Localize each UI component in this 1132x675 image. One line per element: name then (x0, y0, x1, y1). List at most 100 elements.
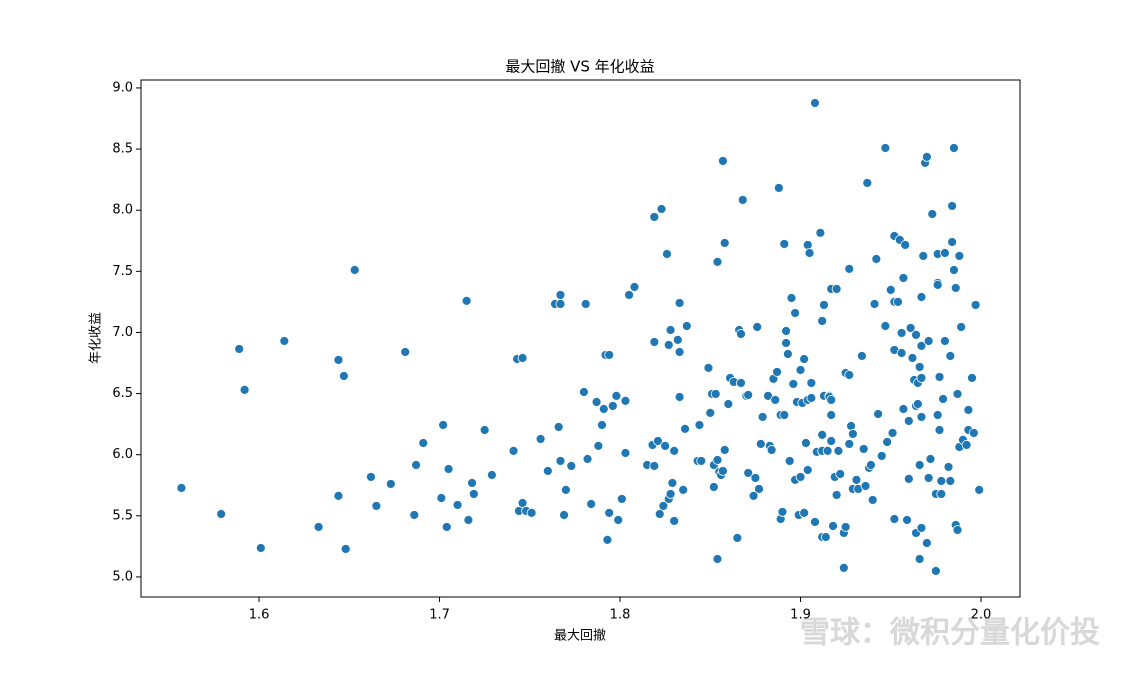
point (885, 285, 896, 295)
point (923, 473, 934, 483)
point (680, 424, 690, 434)
watermark: 雪球：微积分量化价投 (800, 616, 1100, 651)
point (438, 420, 449, 430)
point (799, 354, 810, 364)
point (835, 469, 846, 479)
point (579, 387, 589, 397)
point (779, 410, 790, 420)
point (743, 468, 754, 478)
point (916, 340, 927, 351)
point (916, 412, 927, 422)
point (560, 485, 571, 495)
point (923, 336, 934, 346)
point (912, 399, 923, 409)
point (799, 507, 810, 518)
point (678, 485, 689, 495)
point (663, 340, 674, 350)
point (786, 293, 797, 303)
point (333, 490, 344, 501)
point (366, 472, 376, 482)
point (846, 421, 856, 431)
point (718, 466, 728, 476)
point (947, 237, 958, 247)
point (656, 204, 667, 214)
point (921, 538, 932, 548)
point (597, 420, 607, 430)
point (795, 472, 806, 482)
point (806, 378, 817, 388)
point (949, 265, 959, 275)
y-tick-label: 5.5 (112, 508, 133, 523)
point (672, 335, 683, 345)
point (255, 543, 266, 553)
point (418, 438, 429, 448)
point (703, 363, 714, 373)
chart-title: 最大回撤 VS 年化收益 (505, 58, 654, 76)
point (773, 183, 784, 193)
point (669, 446, 680, 456)
point (586, 499, 597, 509)
point (896, 348, 907, 358)
point (871, 254, 882, 264)
point (719, 238, 730, 248)
point (748, 490, 759, 501)
point (907, 353, 918, 363)
point (542, 466, 553, 476)
y-tick-label: 6.0 (112, 447, 133, 462)
point (916, 373, 927, 383)
point (943, 462, 954, 472)
point (889, 514, 900, 524)
point (932, 279, 943, 290)
point (710, 389, 721, 399)
point (858, 444, 869, 454)
point (591, 397, 602, 407)
point (781, 326, 791, 336)
point (559, 510, 569, 520)
point (649, 461, 660, 471)
point (582, 454, 593, 464)
point (961, 440, 972, 450)
point (963, 405, 974, 415)
point (952, 525, 963, 535)
point (826, 410, 837, 420)
point (611, 390, 622, 401)
y-tick-label: 7.0 (112, 325, 133, 340)
point (968, 428, 979, 438)
point (463, 515, 474, 525)
point (624, 290, 634, 300)
point (911, 329, 921, 340)
point (860, 481, 871, 491)
point (949, 143, 959, 153)
x-tick-label: 1.7 (429, 608, 450, 623)
point (938, 394, 949, 404)
point (903, 416, 914, 426)
point (555, 299, 566, 309)
point (936, 489, 947, 499)
point (810, 98, 820, 108)
point (649, 212, 660, 222)
point (898, 404, 909, 414)
point (898, 273, 909, 283)
point (705, 407, 716, 418)
point (411, 460, 421, 470)
point (349, 265, 360, 275)
point (555, 290, 566, 300)
point (535, 434, 546, 444)
point (940, 336, 950, 346)
y-axis-label: 年化收益 (89, 312, 104, 364)
point (443, 464, 454, 474)
point (945, 476, 956, 486)
point (815, 227, 826, 238)
point (801, 438, 811, 448)
point (826, 395, 837, 405)
point (708, 482, 719, 492)
point (467, 478, 477, 488)
point (333, 355, 344, 365)
point (658, 501, 669, 511)
point (940, 248, 950, 258)
point (719, 445, 730, 455)
point (934, 425, 945, 435)
point (598, 404, 609, 414)
point (216, 509, 227, 519)
